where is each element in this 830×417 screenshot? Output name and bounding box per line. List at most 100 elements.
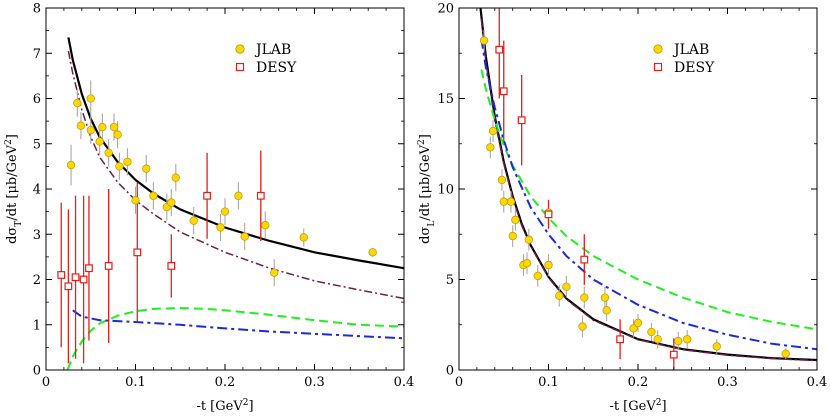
right-jlab-point [653,335,662,344]
left-legend-jlab-marker [235,44,245,54]
right-jlab-point [499,197,508,206]
right-x-ticks: 0 0.1 0.2 0.3 0.4 [455,8,827,390]
right-desy-point [495,45,504,54]
right-desy-point [517,116,526,125]
left-curve-total [67,37,404,270]
left-jlab-point [115,162,124,171]
right-curves [479,8,817,362]
left-jlab-point [86,126,95,135]
right-x-tick-label: 0.3 [717,375,738,390]
right-x-tick-label: 0.4 [807,375,828,390]
left-markers [57,94,377,291]
left-desy-point [133,248,142,257]
right-y-ticks: 0 5 10 15 20 [437,2,817,379]
left-y-axis-label: dσT/dt [μb/GeV2] [4,134,24,244]
left-desy-point [104,262,113,270]
left-x-tick-label: 0.1 [125,375,146,390]
left-jlab-point [98,122,107,132]
left-desy-point [71,273,80,282]
right-curve-dash-dot-blue [480,38,817,351]
right-x-axis-label: -t [GeV2] [609,398,666,414]
right-jlab-point [578,322,587,331]
left-y-tick-label: 8 [33,2,41,17]
right-jlab-point [602,306,611,315]
right-jlab-point [580,293,589,302]
left-x-tick-label: 0.4 [394,375,415,390]
right-jlab-point [562,282,571,291]
left-jlab-point [95,137,104,146]
left-desy-point [85,264,93,273]
left-jlab-point [167,198,176,207]
left-desy-point [79,275,88,284]
left-jlab-point [240,232,249,241]
right-jlab-point [683,335,692,344]
right-jlab-point [674,336,683,346]
right-y-tick-label: 5 [446,273,454,288]
right-jlab-point [522,259,532,268]
right-jlab-point [506,197,516,206]
left-jlab-point [234,191,243,200]
left-jlab-point [131,196,140,205]
right-jlab-point [781,349,790,358]
right-jlab-point [629,324,638,333]
left-jlab-point [142,164,151,173]
left-curve-dash-dot-blue [72,309,404,340]
right-jlab-point [511,215,520,224]
right-desy-point [616,335,624,344]
left-jlab-point [86,94,95,103]
left-jlab-point [368,248,377,257]
left-jlab-point [123,157,132,167]
left-legend: JLAB DESY [235,42,297,76]
right-y-tick-label: 10 [437,183,454,198]
left-jlab-point [270,268,279,277]
left-y-tick-label: 5 [33,137,41,152]
right-jlab-point [508,231,517,241]
left-curve-dashed-green [66,306,404,370]
left-y-tick-label: 2 [33,273,41,288]
right-x-tick-label: 0.2 [628,375,649,390]
left-jlab-point [216,223,225,232]
left-y-tick-label: 1 [33,318,41,333]
right-y-tick-label: 0 [446,364,454,379]
left-jlab-point [113,130,122,139]
right-curve-dashed-green [480,69,817,331]
right-jlab-point [544,260,553,270]
left-y-tick-label: 7 [33,47,41,62]
right-y-axis-label: dσL/dt [μb/GeV2] [417,134,437,244]
right-jlab-point [488,126,498,136]
right-legend-jlab-label: JLAB [672,42,709,58]
right-jlab-point [486,143,495,152]
left-jlab-point [76,121,86,130]
right-desy-point [499,87,508,96]
right-panel-sigma-l: 0 0.1 0.2 0.3 0.4 0 5 10 15 20 JLAB DESY -t [GeV… [417,2,827,415]
left-desy-point [167,262,176,270]
right-x-tick-label: 0.1 [538,375,559,390]
left-x-tick-label: 0.2 [215,375,236,390]
left-y-tick-label: 3 [33,228,41,243]
right-jlab-point [633,318,643,328]
right-curve-dash-dot-maroon [480,18,817,362]
right-markers [479,36,790,359]
left-legend-desy-label: DESY [256,60,297,76]
left-y-ticks: 0 1 2 3 4 5 6 7 8 [33,2,404,379]
left-jlab-point [261,221,270,230]
left-jlab-point [189,216,198,225]
left-jlab-point [73,98,82,108]
left-desy-point [203,191,212,200]
right-y-tick-label: 15 [437,92,454,107]
left-desy-point [64,282,73,291]
left-legend-jlab-label: JLAB [254,42,291,58]
right-legend-jlab-marker [653,44,663,54]
right-jlab-point [497,175,507,185]
right-jlab-point [479,36,489,45]
right-legend-desy-label: DESY [674,60,715,76]
left-jlab-point [299,233,308,242]
right-y-tick-label: 20 [437,2,454,17]
left-desy-point [256,191,265,200]
left-curve-dash-dot-maroon [67,50,404,300]
left-jlab-point [104,148,113,157]
left-x-tick-label: 0 [42,375,50,390]
right-desy-point [669,350,678,359]
right-legend: JLAB DESY [653,42,715,76]
left-y-tick-label: 0 [33,364,41,379]
